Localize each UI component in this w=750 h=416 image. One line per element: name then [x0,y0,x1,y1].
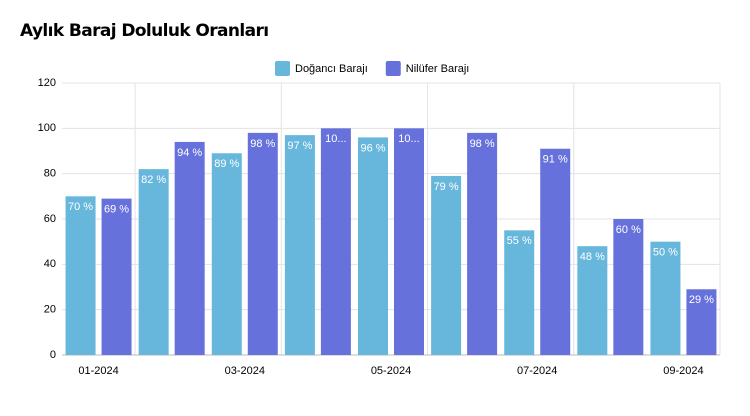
y-tick-label: 40 [44,258,56,270]
x-tick-label: 01-2024 [78,365,118,377]
bar [504,230,535,355]
bar [650,241,681,355]
bar [358,137,388,355]
value-label: 10... [398,133,419,145]
bar [138,169,169,355]
bar [284,135,315,355]
bar [247,132,278,355]
legend-swatch [385,61,401,76]
y-tick-label: 100 [38,122,56,134]
y-tick-label: 120 [38,77,56,89]
y-tick-label: 80 [44,168,56,180]
value-label: 79 % [434,181,459,193]
value-label: 10... [325,133,346,145]
bar [65,196,96,355]
x-tick-label: 09-2024 [663,365,703,377]
value-label: 96 % [360,142,385,154]
value-label: 69 % [104,204,129,216]
x-tick-label: 03-2024 [225,365,265,377]
value-label: 91 % [543,154,568,166]
value-label: 82 % [141,174,166,186]
y-tick-label: 20 [44,304,56,316]
value-label: 55 % [507,235,532,247]
bar [320,128,351,355]
chart-title: Aylık Baraj Doluluk Oranları [20,21,269,41]
value-label: 29 % [689,294,714,306]
bar [686,289,717,355]
y-tick-label: 60 [44,213,56,225]
y-tick-label: 0 [50,349,56,361]
bar [431,175,462,355]
bar [101,198,132,355]
bar [174,141,205,355]
value-label: 70 % [68,201,93,213]
legend-label: Doğancı Barajı [295,63,368,75]
value-label: 98 % [250,138,275,150]
bar [394,128,424,355]
value-label: 60 % [616,224,641,236]
value-label: 97 % [287,140,312,152]
bar [577,246,608,355]
value-label: 50 % [653,247,678,259]
bar [211,153,242,355]
bar [467,132,498,355]
legend-swatch [275,61,290,76]
legend-label: Nilüfer Barajı [406,63,470,75]
bar [540,148,571,355]
value-label: 48 % [580,251,605,263]
value-label: 89 % [214,158,239,170]
bar [613,219,644,355]
x-tick-label: 07-2024 [517,365,557,377]
x-tick-label: 05-2024 [371,365,411,377]
value-label: 94 % [177,147,202,159]
value-label: 98 % [470,138,495,150]
